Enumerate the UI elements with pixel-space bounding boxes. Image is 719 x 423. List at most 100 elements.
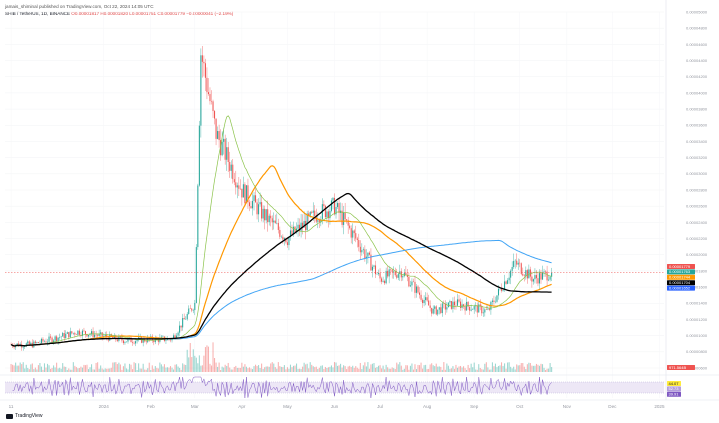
candle-body <box>232 164 234 180</box>
volume-bar <box>294 365 296 372</box>
volume-bar <box>179 367 181 372</box>
volume-bar <box>531 365 533 372</box>
candle-body <box>270 215 272 219</box>
candle-body <box>78 330 80 335</box>
candle-body <box>177 332 179 336</box>
candle-body <box>432 308 434 314</box>
volume-bar <box>308 368 310 372</box>
volume-bar <box>335 362 337 372</box>
volume-bar <box>218 362 220 372</box>
candle-body <box>160 336 162 338</box>
volume-bar <box>188 357 190 372</box>
candle-body <box>230 164 232 171</box>
candle-body <box>511 267 513 271</box>
symbol-title[interactable]: SHIB / TetherUS, 1D, BINANCE <box>5 11 71 16</box>
volume-bar <box>358 368 360 372</box>
price-tick-label: 0.00004000 <box>686 90 708 95</box>
chart-header: jamais_shiminal published on TradingView… <box>5 3 233 17</box>
volume-bar <box>174 364 176 372</box>
volume-bar <box>371 363 373 372</box>
volume-bar <box>15 362 17 372</box>
candle-body <box>488 308 490 310</box>
candle-body <box>347 220 349 226</box>
candle-body <box>261 202 263 219</box>
candle-body <box>326 211 328 218</box>
candle-body <box>423 300 425 304</box>
candle-body <box>65 333 67 338</box>
volume-bar <box>81 367 83 372</box>
volume-bar <box>347 366 349 372</box>
price-tick-label: 0.00003400 <box>686 139 708 144</box>
price-tick-label: 0.00001400 <box>686 301 708 306</box>
volume-bar <box>244 364 246 372</box>
candle-body <box>200 55 202 126</box>
candle-body <box>251 200 254 209</box>
volume-bar <box>95 362 97 372</box>
candle-body <box>529 269 531 277</box>
candle-body <box>522 273 524 276</box>
volume-bar <box>350 367 352 372</box>
volume-bar <box>171 367 173 372</box>
candle-body <box>388 269 390 277</box>
candle-body <box>217 131 219 139</box>
candle-body <box>144 338 146 342</box>
volume-bar <box>463 366 465 372</box>
moving-average-line <box>10 239 552 347</box>
candle-body <box>444 303 446 310</box>
rsi-badge <box>667 386 681 392</box>
candle-body <box>273 220 275 223</box>
volume-bar <box>546 368 548 372</box>
candle-body <box>484 309 486 313</box>
volume-bar <box>289 364 291 372</box>
candle-body <box>176 335 178 338</box>
tradingview-logo[interactable]: TradingView <box>6 413 43 419</box>
volume-bar <box>496 367 498 372</box>
volume-bar <box>514 369 516 372</box>
candle-body <box>359 246 361 253</box>
volume-bar <box>40 366 42 372</box>
volume-bar <box>119 364 121 372</box>
volume-bar <box>397 364 399 372</box>
volume-bar <box>409 365 411 372</box>
volume-bar <box>124 363 126 372</box>
volume-bar <box>391 367 393 372</box>
volume-bar <box>455 364 457 372</box>
candle-body <box>551 272 553 277</box>
candle-body <box>516 260 518 265</box>
volume-bar <box>441 369 443 372</box>
candle-body <box>236 185 238 188</box>
candle-body <box>63 333 65 338</box>
candle-body <box>34 341 36 343</box>
volume-bar <box>75 367 77 372</box>
candle-body <box>259 202 261 205</box>
candle-body <box>396 275 398 278</box>
volume-bar <box>385 364 387 372</box>
volume-bar <box>122 366 124 372</box>
volume-bar <box>344 366 346 372</box>
volume-bar <box>16 365 18 372</box>
volume-bar <box>194 355 196 372</box>
volume-bar <box>84 365 87 372</box>
candle-body <box>81 330 83 336</box>
candle-body <box>505 281 507 284</box>
candle-body <box>327 211 329 219</box>
candle-body <box>77 330 79 335</box>
volume-bar <box>221 366 223 372</box>
candle-body <box>493 300 495 302</box>
candle-body <box>48 336 50 342</box>
volume-bar <box>207 346 210 372</box>
volume-bar <box>256 365 258 372</box>
price-tick-label: 0.00004800 <box>686 26 708 31</box>
time-axis: 11 2024 Feb Mar Apr May Jun Jul Aug Sep Oct Nov Dec 2… <box>9 404 665 409</box>
candle-body <box>279 229 281 237</box>
volume-bar <box>522 363 524 372</box>
volume-bar <box>264 367 266 372</box>
volume-bar <box>39 363 41 372</box>
volume-bar <box>296 363 298 372</box>
candle-body <box>405 272 407 275</box>
candle-body <box>194 302 196 311</box>
candle-body <box>53 340 55 343</box>
price-tick-label: 0.00003600 <box>686 123 708 128</box>
candle-body <box>502 290 504 291</box>
